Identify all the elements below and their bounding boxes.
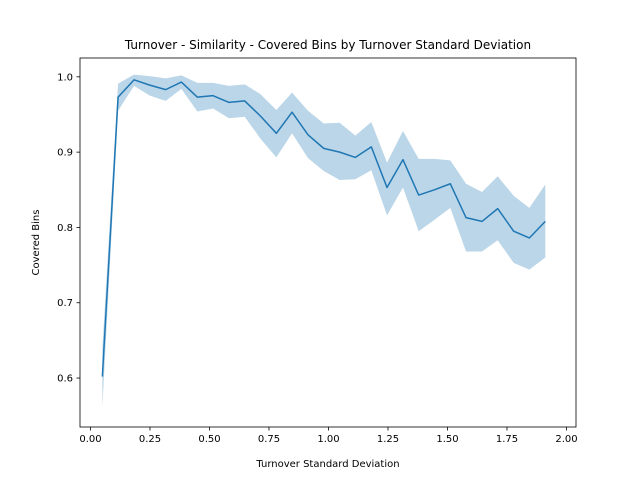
x-tick-label: 0.75 [258,434,280,445]
series-line [101,79,546,377]
y-tick-label: 1.0 [57,72,73,83]
x-tick-label: 1.25 [377,434,399,445]
x-axis-label: Turnover Standard Deviation [255,459,399,470]
y-axis: 0.6 0.7 0.8 0.9 1.0 [57,72,80,385]
x-tick-label: 0.50 [198,434,220,445]
chart-title: Turnover - Similarity - Covered Bins by … [124,38,531,52]
x-tick-label: 1.00 [317,434,339,445]
y-tick-label: 0.9 [57,148,73,159]
y-axis-label: Covered Bins [31,210,42,276]
x-tick-label: 2.00 [555,434,577,445]
x-tick-label: 0.00 [79,434,101,445]
x-tick-label: 0.25 [139,434,161,445]
x-axis: 0.00 0.25 0.50 0.75 1.00 1.25 1.50 1.75 2.00 [79,427,578,445]
plot-area [101,74,546,407]
x-tick-label: 1.75 [496,434,518,445]
plot-frame [79,57,577,428]
confidence-band [102,74,546,407]
y-tick-label: 0.8 [57,223,73,234]
y-tick-label: 0.6 [57,374,73,385]
y-tick-label: 0.7 [57,298,73,309]
x-tick-label: 1.50 [436,434,458,445]
